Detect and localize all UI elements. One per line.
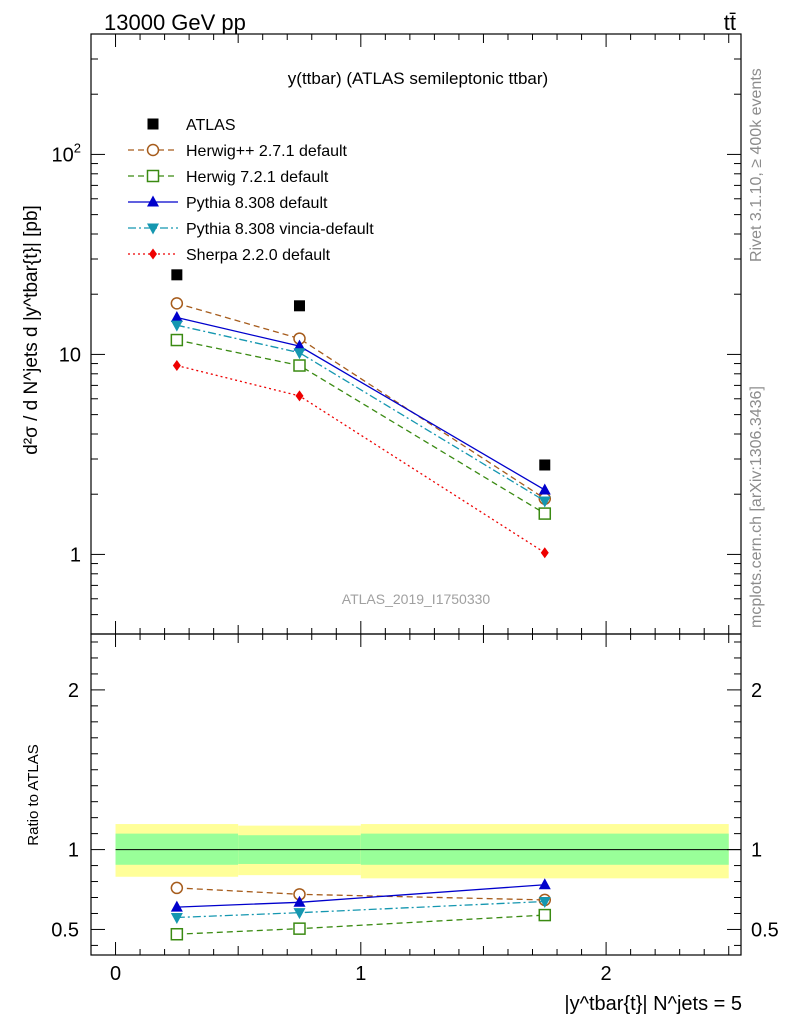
- ratio-plot-panel: 0.5 0.5 1 1 2 2 0 1 2 Ratio to ATLAS |y^tbar{t}|…: [25, 633, 779, 1015]
- series-2: [170, 333, 552, 520]
- ratio-point: [170, 912, 183, 924]
- data-point: [171, 269, 183, 281]
- y-tick-label: 0.5: [51, 919, 79, 941]
- y-tick-label-right: 0.5: [751, 919, 779, 941]
- legend-label: Pythia 8.308 vincia-default: [186, 221, 374, 238]
- data-point: [538, 507, 552, 520]
- legend-label: ATLAS: [186, 117, 236, 134]
- legend: ATLAS Herwig++ 2.7.1 default Herwig 7.2.1 …: [128, 117, 374, 264]
- ratio-series-line: [176, 914, 545, 935]
- legend-marker: [147, 195, 159, 207]
- data-point: [293, 359, 306, 372]
- data-point: [295, 390, 304, 402]
- y-tick-label: 10: [59, 344, 81, 366]
- ratio-point: [170, 900, 183, 912]
- data-point: [538, 496, 551, 508]
- y-tick-label: 1: [68, 840, 79, 862]
- ratio-series-2: [170, 908, 552, 941]
- ratio-point: [538, 908, 552, 922]
- ratio-point: [170, 927, 184, 941]
- series-5: [172, 360, 549, 559]
- series-line: [176, 339, 546, 515]
- x-tick-label: 0: [110, 963, 121, 985]
- main-ylabel: d²σ / d N^jets d |y^tbar{t}| [pb]: [21, 205, 42, 455]
- ratio-point: [170, 881, 184, 895]
- legend-label: Herwig++ 2.7.1 default: [186, 143, 348, 160]
- legend-label: Pythia 8.308 default: [186, 195, 328, 212]
- header-right: tt̄: [724, 10, 736, 35]
- legend-marker: [147, 223, 159, 235]
- legend-marker: [146, 169, 160, 183]
- data-point: [538, 483, 551, 495]
- main-plot-panel: 1 10 102 y(ttbar) (ATLAS semileptonic ttba…: [21, 33, 742, 635]
- series-line: [176, 364, 546, 554]
- series-4: [170, 320, 551, 508]
- ratio-point: [293, 895, 306, 907]
- chart-title: y(ttbar) (ATLAS semileptonic ttbar): [288, 69, 548, 88]
- data-point: [170, 297, 184, 310]
- legend-label: Herwig 7.2.1 default: [186, 169, 329, 186]
- atlas-data: [171, 269, 551, 471]
- ratio-point: [538, 878, 551, 890]
- data-point: [170, 310, 183, 322]
- ratio-series-4: [170, 897, 551, 924]
- y-tick-label: 1: [70, 544, 81, 566]
- y-tick-label-exp: 2: [74, 140, 81, 155]
- data-point: [293, 300, 305, 312]
- ratio-ylabel: Ratio to ATLAS: [25, 744, 42, 845]
- ratio-series-line: [176, 900, 545, 919]
- y-tick-label-right: 1: [751, 840, 762, 862]
- legend-marker: [149, 248, 157, 260]
- data-point: [172, 360, 181, 372]
- ratio-point: [293, 908, 306, 920]
- series-line: [176, 302, 546, 500]
- data-point: [293, 339, 306, 351]
- y-tick-label: 2: [68, 680, 79, 702]
- legend-marker: [147, 118, 159, 130]
- ratio-series-3: [170, 878, 551, 912]
- data-point: [539, 459, 551, 471]
- x-tick-label: 2: [601, 963, 612, 985]
- watermark: ATLAS_2019_I1750330: [342, 591, 491, 607]
- side-text-bottom: mcplots.cern.ch [arXiv:1306.3436]: [748, 386, 765, 628]
- series-line: [176, 316, 546, 491]
- plot-frame: [90, 633, 742, 956]
- y-tick-label-right: 2: [751, 680, 762, 702]
- series-3: [170, 310, 551, 495]
- series-line: [176, 324, 546, 502]
- ratio-series-1: [170, 881, 552, 907]
- series-1: [170, 297, 552, 505]
- data-point: [170, 320, 183, 332]
- legend-label: Sherpa 2.2.0 default: [186, 247, 331, 264]
- ratio-point: [293, 922, 306, 935]
- data-point: [293, 348, 306, 360]
- data-point: [170, 333, 184, 347]
- header-left: 13000 GeV pp: [104, 10, 246, 35]
- ratio-xlabel: |y^tbar{t}| N^jets = 5: [564, 993, 742, 1015]
- legend-marker: [146, 143, 160, 157]
- ratio-point: [538, 897, 551, 908]
- y-tick-label: 102: [52, 140, 81, 166]
- side-text-top: Rivet 3.1.10, ≥ 400k events: [748, 68, 765, 262]
- data-point: [540, 547, 549, 559]
- x-tick-label: 1: [355, 963, 366, 985]
